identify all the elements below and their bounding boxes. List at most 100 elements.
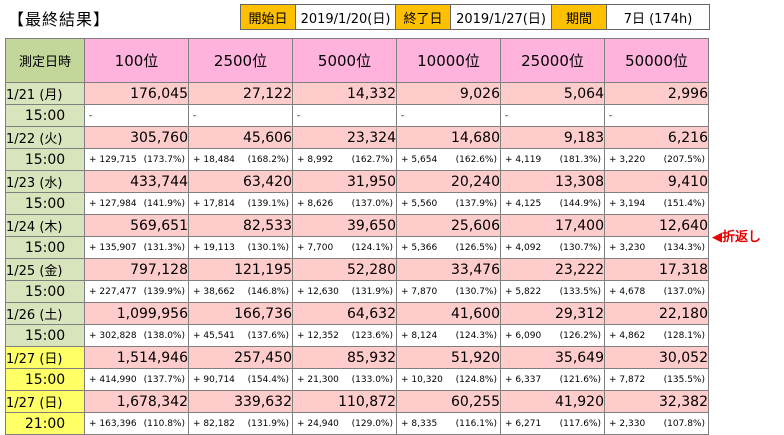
- cell-diff: + 5,654 (162.6%): [396, 148, 501, 171]
- end-date-value: 2019/1/27(日): [450, 4, 552, 30]
- cell-diff: + 4,119 (181.3%): [500, 148, 605, 171]
- diff-ratio: (139.1%): [247, 199, 289, 209]
- diff-ratio: (173.7%): [143, 155, 185, 165]
- diff-amount: + 4,119: [505, 155, 542, 165]
- diff-amount: + 8,626: [297, 199, 334, 209]
- cell-diff: + 5,366 (126.5%): [396, 236, 501, 259]
- cell-diff: + 302,828 (138.0%): [84, 324, 189, 347]
- row-date: 1/27 (日): [5, 390, 85, 413]
- diff-amount: + 12,352: [297, 331, 339, 341]
- cell-diff: + 38,662 (146.8%): [188, 280, 293, 303]
- table-row-diff: 15:00 + 135,907 (131.3%) + 19,113 (130.1%) + …: [5, 236, 709, 259]
- cell-value: 82,533: [188, 214, 293, 237]
- cell-value: 797,128: [84, 258, 189, 281]
- cell-value: 27,122: [188, 82, 293, 105]
- diff-ratio: (134.3%): [663, 243, 705, 253]
- table-body: 1/21 (月) 176,045 27,122 14,332 9,026 5,064 2,9…: [5, 82, 709, 435]
- table-row-diff: 15:00 + 414,990 (137.7%) + 90,714 (154.4%) + …: [5, 368, 709, 391]
- cell-diff: -: [396, 104, 501, 127]
- cell-value: 20,240: [396, 170, 501, 193]
- diff-amount: + 7,872: [609, 375, 646, 385]
- table-row-diff: 15:00 + 129,715 (173.7%) + 18,484 (168.2%) + …: [5, 148, 709, 171]
- diff-amount: + 6,090: [505, 331, 542, 341]
- cell-diff: + 6,271 (117.6%): [500, 412, 605, 435]
- cell-value: 41,920: [500, 390, 605, 413]
- diff-ratio: (151.4%): [663, 199, 705, 209]
- cell-diff: + 129,715 (173.7%): [84, 148, 189, 171]
- diff-ratio: (124.1%): [351, 243, 393, 253]
- cell-value: 6,216: [604, 126, 709, 149]
- table-row: 1/26 (土) 1,099,956 166,736 64,632 41,600 29,3…: [5, 302, 709, 325]
- diff-amount: -: [89, 111, 93, 121]
- diff-ratio: (117.6%): [559, 419, 601, 429]
- cell-value: 339,632: [188, 390, 293, 413]
- cell-value: 305,760: [84, 126, 189, 149]
- table-row: 1/22 (火) 305,760 45,606 23,324 14,680 9,183 6,…: [5, 126, 709, 149]
- diff-amount: + 21,300: [297, 375, 339, 385]
- column-header-rank-25000: 25000位: [500, 38, 605, 83]
- diff-ratio: (146.8%): [247, 287, 289, 297]
- diff-amount: + 5,366: [401, 243, 438, 253]
- diff-ratio: (181.3%): [559, 155, 601, 165]
- diff-ratio: (124.3%): [455, 331, 497, 341]
- page-title: 【最終結果】: [8, 10, 111, 29]
- cell-diff: + 8,335 (116.1%): [396, 412, 501, 435]
- diff-amount: + 18,484: [193, 155, 235, 165]
- diff-ratio: (131.9%): [247, 419, 289, 429]
- cell-value: 110,872: [292, 390, 397, 413]
- diff-ratio: (133.5%): [559, 287, 601, 297]
- cell-diff: + 5,822 (133.5%): [500, 280, 605, 303]
- diff-ratio: (126.5%): [455, 243, 497, 253]
- cell-diff: + 19,113 (130.1%): [188, 236, 293, 259]
- cell-value: 1,514,946: [84, 346, 189, 369]
- cell-value: 85,932: [292, 346, 397, 369]
- cell-value: 14,680: [396, 126, 501, 149]
- diff-amount: + 129,715: [89, 155, 137, 165]
- header-row: 測定日時 100位 2500位 5000位 10000位 25000位 5000…: [5, 38, 709, 83]
- cell-value: 63,420: [188, 170, 293, 193]
- cell-value: 51,920: [396, 346, 501, 369]
- diff-amount: + 227,477: [89, 287, 137, 297]
- cell-value: 257,450: [188, 346, 293, 369]
- cell-diff: + 5,560 (137.9%): [396, 192, 501, 215]
- cell-diff: + 24,940 (129.0%): [292, 412, 397, 435]
- cell-diff: + 6,090 (126.2%): [500, 324, 605, 347]
- diff-amount: + 3,220: [609, 155, 646, 165]
- cell-value: 1,099,956: [84, 302, 189, 325]
- cell-diff: -: [188, 104, 293, 127]
- cell-diff: + 4,125 (144.9%): [500, 192, 605, 215]
- diff-amount: + 3,230: [609, 243, 646, 253]
- diff-ratio: (121.6%): [559, 375, 601, 385]
- diff-amount: + 17,814: [193, 199, 235, 209]
- table-row-diff: 15:00- - - - - -: [5, 104, 709, 127]
- cell-diff: + 3,230 (134.3%): [604, 236, 709, 259]
- cell-value: 17,400: [500, 214, 605, 237]
- column-header-rank-2500: 2500位: [188, 38, 293, 83]
- diff-ratio: (124.8%): [455, 375, 497, 385]
- diff-amount: + 163,396: [89, 419, 137, 429]
- row-date: 1/23 (水): [5, 170, 85, 193]
- cell-diff: + 227,477 (139.9%): [84, 280, 189, 303]
- cell-diff: + 7,870 (130.7%): [396, 280, 501, 303]
- diff-amount: + 3,194: [609, 199, 646, 209]
- diff-ratio: (137.9%): [455, 199, 497, 209]
- cell-diff: + 6,337 (121.6%): [500, 368, 605, 391]
- diff-ratio: (128.1%): [663, 331, 705, 341]
- cell-diff: + 21,300 (133.0%): [292, 368, 397, 391]
- cell-value: 23,222: [500, 258, 605, 281]
- cell-diff: + 7,872 (135.5%): [604, 368, 709, 391]
- cell-value: 52,280: [292, 258, 397, 281]
- diff-ratio: (162.7%): [351, 155, 393, 165]
- diff-ratio: (133.0%): [351, 375, 393, 385]
- cell-value: 39,650: [292, 214, 397, 237]
- cell-diff: + 90,714 (154.4%): [188, 368, 293, 391]
- row-date: 1/24 (木): [5, 214, 85, 237]
- cell-diff: + 3,220 (207.5%): [604, 148, 709, 171]
- cell-diff: + 4,092 (130.7%): [500, 236, 605, 259]
- table-row: 1/23 (水) 433,744 63,420 31,950 20,240 13,308 9…: [5, 170, 709, 193]
- row-date: 1/27 (日): [5, 346, 85, 369]
- cell-value: 60,255: [396, 390, 501, 413]
- cell-diff: + 163,396 (110.8%): [84, 412, 189, 435]
- diff-amount: + 5,822: [505, 287, 542, 297]
- diff-ratio: (135.5%): [663, 375, 705, 385]
